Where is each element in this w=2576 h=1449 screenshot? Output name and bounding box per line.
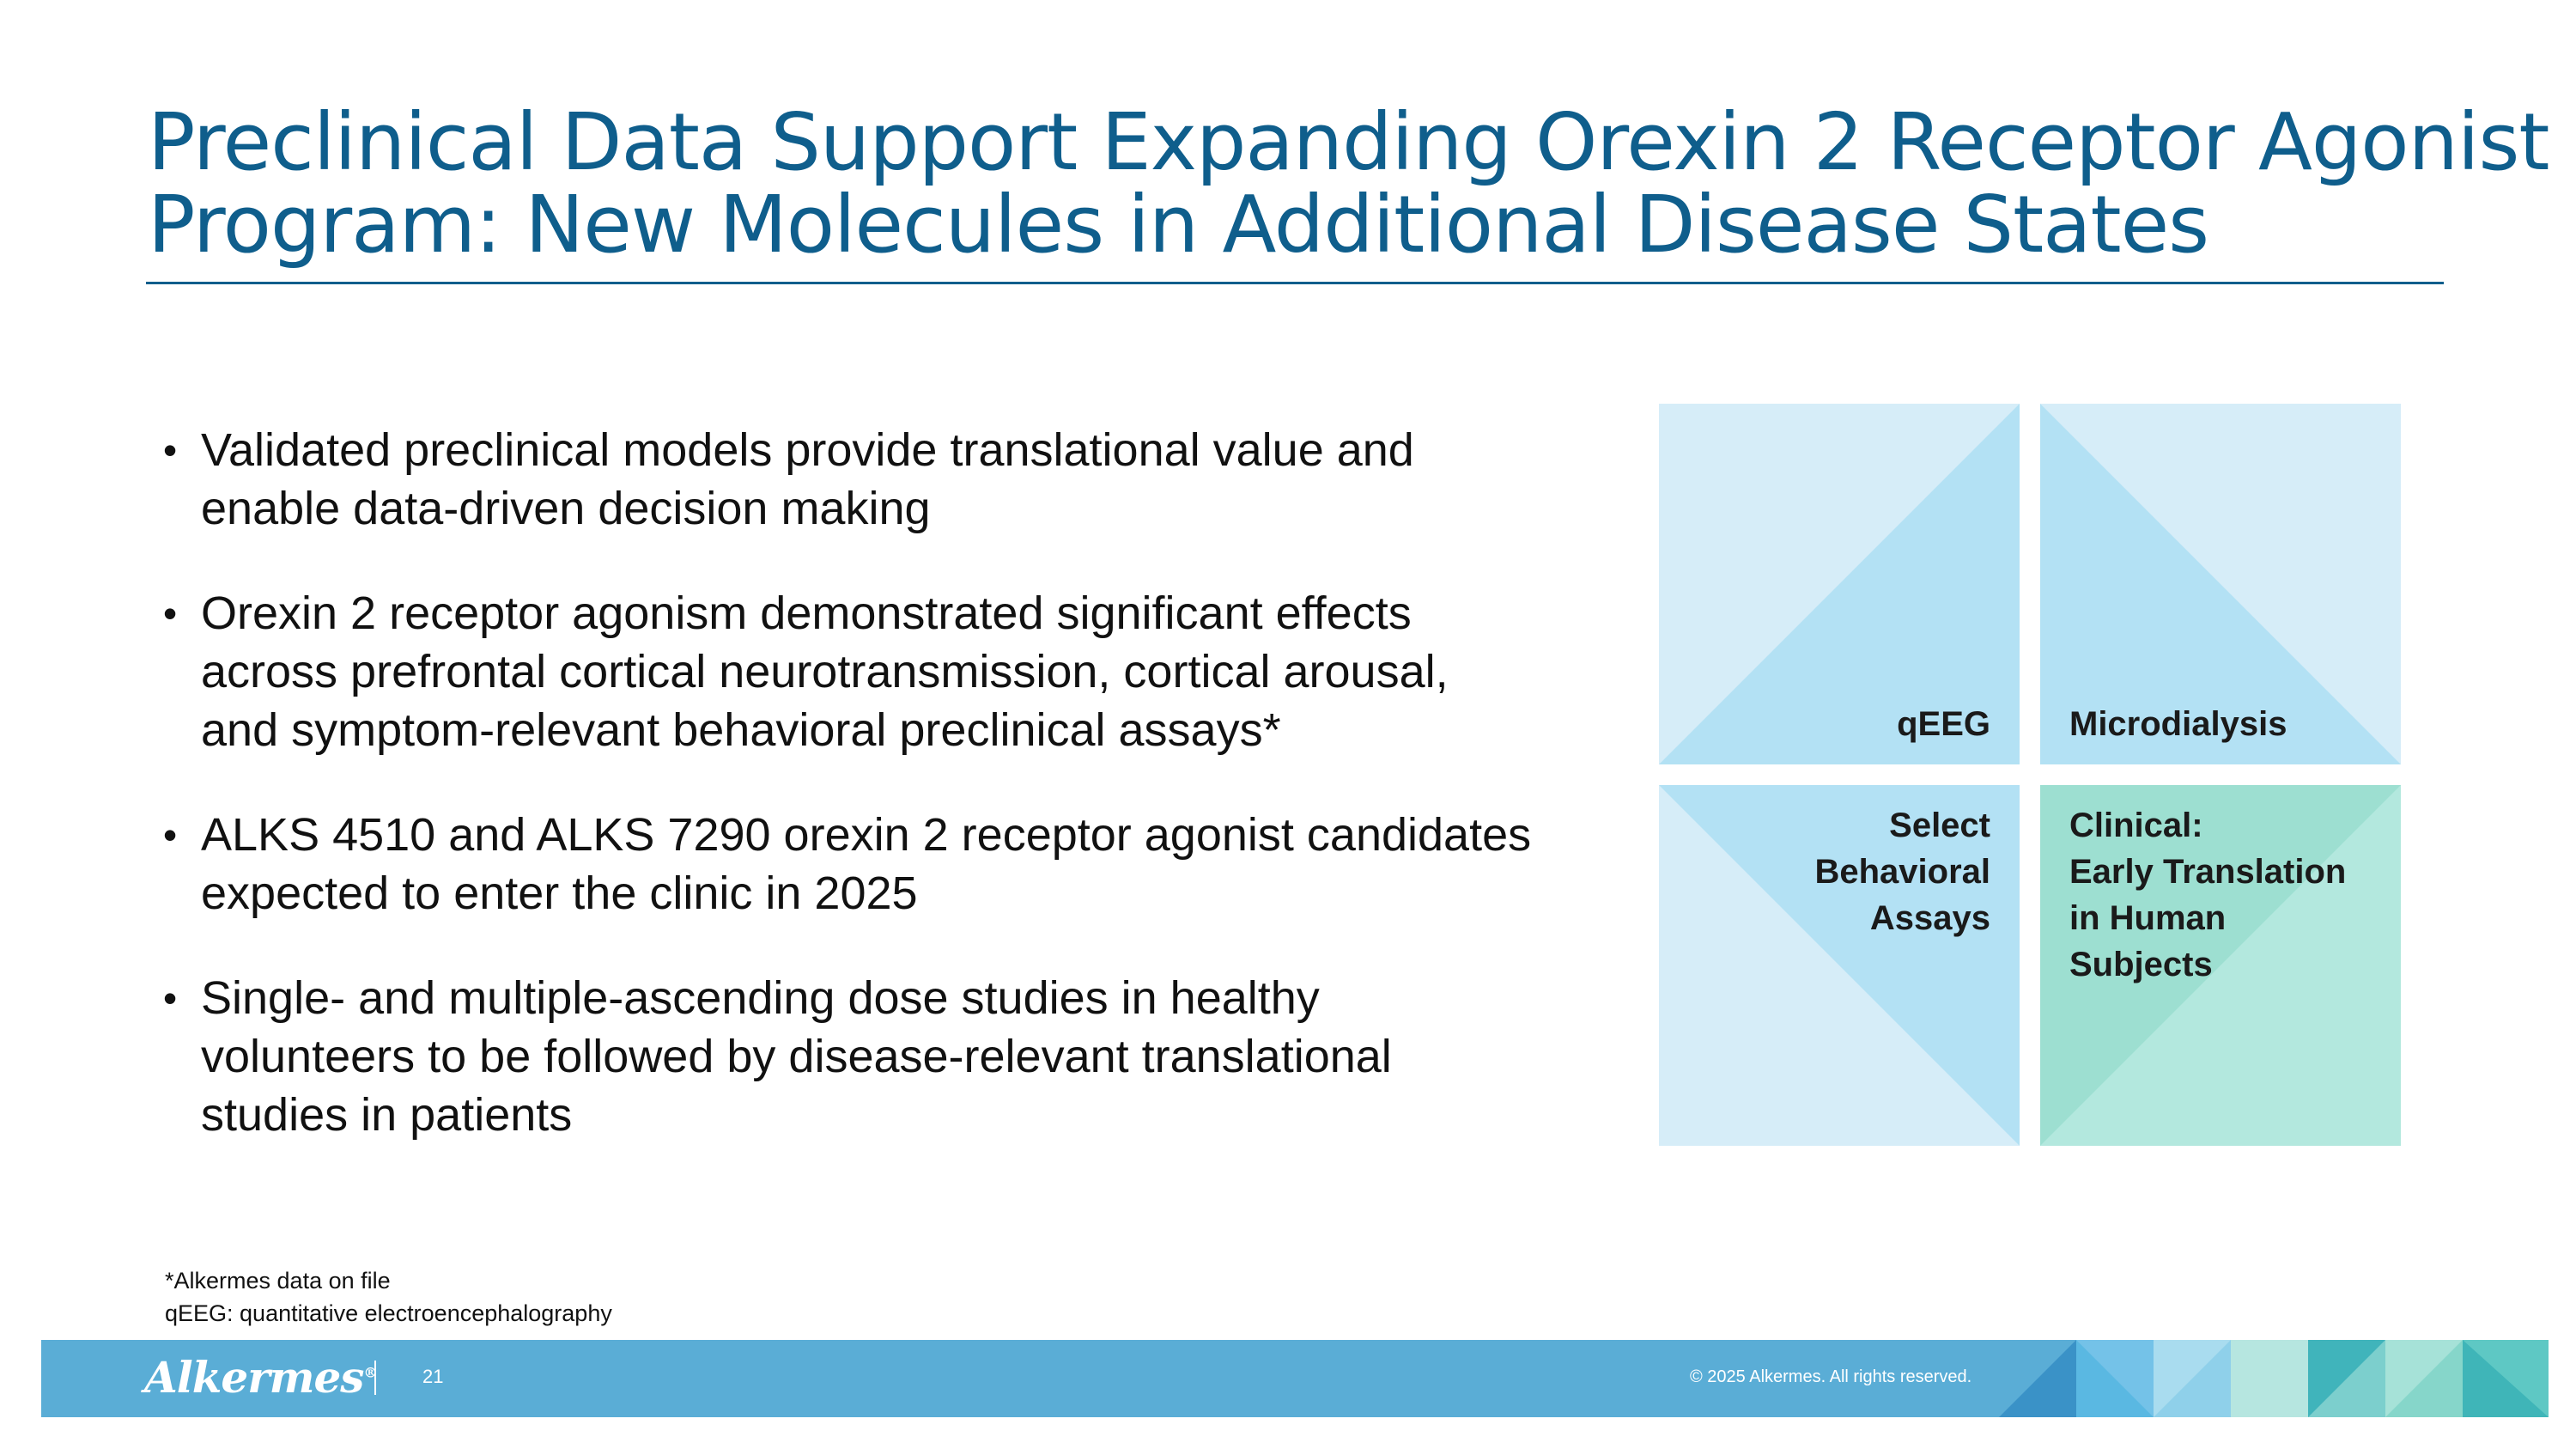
bullet-dot-icon: •: [163, 976, 178, 1020]
title-underline: [146, 282, 2444, 284]
bullet-item: • Orexin 2 receptor agonism demonstrated…: [163, 584, 1640, 759]
tile-microdialysis-background: [2040, 404, 2401, 764]
tile-label-line: Behavioral: [1814, 853, 1990, 891]
title-line: Preclinical Data Support Expanding Orexi…: [148, 96, 2549, 188]
bullet-item: • ALKS 4510 and ALKS 7290 orexin 2 recep…: [163, 806, 1640, 922]
bullet-line: studies in patients: [201, 1089, 573, 1141]
bullet-line: volunteers to be followed by disease-rel…: [201, 1031, 1392, 1082]
tile-label: Select Behavioral Assays: [1814, 802, 1990, 941]
bullet-line: enable data-driven decision making: [201, 483, 931, 534]
bullet-list: • Validated preclinical models provide t…: [163, 421, 1640, 1190]
tile-label-line: Early Translation: [2069, 853, 2347, 891]
tile-label-line: qEEG: [1897, 705, 1990, 743]
tile-label: qEEG: [1897, 701, 1990, 747]
footer-bar: Alkermes® 21 © 2025 Alkermes. All rights…: [41, 1340, 2549, 1417]
footnote-line: *Alkermes data on file: [165, 1268, 391, 1294]
copyright-text: © 2025 Alkermes. All rights reserved.: [1690, 1367, 1972, 1386]
bullet-line: Validated preclinical models provide tra…: [201, 424, 1414, 476]
bullet-line: and symptom-relevant behavioral preclini…: [201, 704, 1281, 756]
alkermes-logo: Alkermes®: [144, 1352, 377, 1403]
bullet-line: across prefrontal cortical neurotransmis…: [201, 646, 1449, 697]
tile-behavioral-assays: Select Behavioral Assays: [1659, 785, 2020, 1146]
bullet-line: expected to enter the clinic in 2025: [201, 868, 918, 919]
tile-label: Microdialysis: [2069, 701, 2287, 747]
bullet-item: • Single- and multiple-ascending dose st…: [163, 969, 1640, 1144]
tile-clinical-background: [2040, 785, 2401, 1146]
tile-behavioral-background: [1659, 785, 2020, 1146]
tile-clinical: Clinical: Early Translation in Human Sub…: [2040, 785, 2401, 1146]
title-line: Program: New Molecules in Additional Dis…: [148, 179, 2209, 271]
tile-qeeg: qEEG: [1659, 404, 2020, 764]
tile-label-line: Subjects: [2069, 946, 2213, 983]
tile-label-line: Clinical:: [2069, 807, 2203, 844]
tile-label: Clinical: Early Translation in Human Sub…: [2069, 802, 2346, 988]
translational-grid: qEEG Microdialysis Select Behavioral Ass…: [1659, 404, 2401, 1146]
bullet-line: Orexin 2 receptor agonism demonstrated s…: [201, 588, 1412, 639]
logo-text: Alkermes: [144, 1352, 364, 1403]
bullet-dot-icon: •: [163, 813, 178, 857]
footer-divider: [374, 1361, 376, 1395]
slide-title: Preclinical Data Support Expanding Orexi…: [148, 96, 2549, 271]
bullet-line: ALKS 4510 and ALKS 7290 orexin 2 recepto…: [201, 809, 1532, 861]
tile-qeeg-background: [1659, 404, 2020, 764]
bullet-dot-icon: •: [163, 591, 178, 636]
footnotes: *Alkermes data on file qEEG: quantitativ…: [165, 1264, 612, 1330]
tile-label-line: in Human: [2069, 899, 2227, 937]
tile-label-line: Microdialysis: [2069, 705, 2287, 743]
tile-label-line: Assays: [1869, 899, 1990, 937]
tile-microdialysis: Microdialysis: [2040, 404, 2401, 764]
footer-decorative-pattern: [1999, 1340, 2549, 1417]
footnote-line: qEEG: quantitative electroencephalograph…: [165, 1300, 612, 1326]
tile-label-line: Select: [1889, 807, 1990, 844]
bullet-item: • Validated preclinical models provide t…: [163, 421, 1640, 538]
bullet-dot-icon: •: [163, 428, 178, 472]
bullet-line: Single- and multiple-ascending dose stud…: [201, 972, 1320, 1024]
logo-registered-mark: ®: [363, 1364, 377, 1381]
page-number: 21: [422, 1366, 444, 1387]
